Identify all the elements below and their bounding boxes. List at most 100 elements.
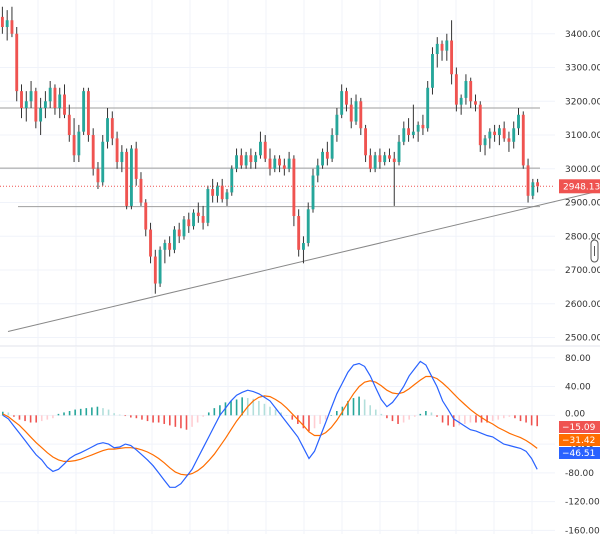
candle-body bbox=[273, 158, 277, 169]
macd-histogram-bar bbox=[252, 398, 255, 416]
macd-histogram-bar bbox=[141, 415, 143, 420]
candle-body bbox=[58, 94, 62, 109]
candle-body bbox=[53, 87, 57, 109]
macd-histogram-bar bbox=[207, 412, 210, 416]
last-price-badge-bg bbox=[559, 179, 600, 194]
macd-histogram-bar bbox=[191, 415, 193, 427]
candle-body bbox=[364, 128, 368, 156]
macd-value-badges: −15.09 −31.42 −46.51 bbox=[559, 421, 600, 459]
macd-histogram-bar bbox=[413, 415, 416, 417]
macd-histogram-bar bbox=[519, 415, 522, 422]
macd-histogram-bar bbox=[464, 415, 466, 424]
macd-histogram-bar bbox=[391, 415, 394, 422]
macd-histogram-bar bbox=[130, 415, 132, 418]
candle-body bbox=[187, 219, 191, 227]
candle-body bbox=[325, 151, 329, 159]
candle-body bbox=[536, 182, 540, 187]
macd-histogram-bar bbox=[157, 415, 160, 423]
scale-handle[interactable] bbox=[590, 239, 599, 263]
macd-histogram-bar bbox=[79, 408, 82, 416]
candle-body bbox=[77, 131, 81, 156]
candle-body bbox=[201, 216, 205, 223]
macd-histogram-bar bbox=[469, 415, 472, 423]
candle-body bbox=[445, 40, 449, 51]
candle-body bbox=[168, 243, 172, 250]
candle-body bbox=[426, 87, 430, 129]
candle-body bbox=[373, 155, 377, 169]
candle-body bbox=[91, 135, 95, 169]
macd-histogram-bar bbox=[185, 415, 188, 430]
macd-tick-label: -120.00 bbox=[565, 498, 600, 508]
candle-body bbox=[421, 124, 425, 129]
macd-histogram-bar bbox=[124, 415, 127, 417]
macd-tick-label: -160.00 bbox=[565, 526, 600, 534]
macd-histogram-bar bbox=[530, 415, 533, 426]
candle-body bbox=[497, 128, 501, 136]
macd-histogram-bar bbox=[336, 411, 338, 416]
candle-body bbox=[354, 101, 358, 122]
candle-body bbox=[0, 16, 4, 28]
candle-body bbox=[478, 104, 482, 146]
candle-body bbox=[216, 185, 219, 196]
candle-body bbox=[225, 192, 229, 200]
candle-body bbox=[392, 158, 396, 163]
macd-histogram-bar bbox=[196, 415, 199, 423]
macd-histogram-bar bbox=[436, 415, 438, 417]
candle-body bbox=[402, 128, 406, 142]
macd-histogram-bar bbox=[241, 397, 243, 416]
macd-histogram-bar bbox=[91, 407, 93, 416]
candle-body bbox=[43, 101, 47, 109]
macd-histogram-bar bbox=[380, 413, 383, 416]
candle-body bbox=[282, 165, 286, 169]
candle-body bbox=[450, 40, 454, 75]
macd-histogram-bar bbox=[402, 415, 405, 423]
macd-histogram-bar bbox=[274, 409, 277, 416]
candle-body bbox=[383, 155, 387, 163]
macd-value-badge-bg bbox=[559, 447, 600, 459]
candle-body bbox=[244, 155, 248, 166]
macd-histogram-bar bbox=[263, 403, 266, 416]
candles bbox=[0, 6, 540, 294]
candle-body bbox=[196, 212, 200, 217]
candle-body bbox=[110, 118, 114, 139]
candle-body bbox=[512, 128, 516, 142]
candle-body bbox=[330, 135, 334, 159]
candle-body bbox=[502, 128, 506, 139]
macd-histogram-bar bbox=[308, 415, 310, 432]
macd-histogram-bar bbox=[358, 396, 360, 416]
macd-histogram-bar bbox=[536, 415, 539, 427]
candle-body bbox=[316, 165, 320, 176]
candle-body bbox=[407, 128, 411, 136]
macd-histogram-bar bbox=[7, 412, 10, 416]
candle-body bbox=[115, 138, 119, 163]
candle-body bbox=[464, 81, 468, 98]
price-axis-ticks: 3400.00 3300.00 3200.00 3100.00 3000.00 2900.… bbox=[565, 30, 600, 344]
price-tick-label: 3300.00 bbox=[565, 64, 600, 74]
candle-body bbox=[411, 131, 415, 136]
macd-histogram-bar bbox=[369, 405, 372, 416]
candle-body bbox=[483, 138, 487, 146]
macd-histogram-bar bbox=[408, 415, 410, 420]
price-tick-label: 3400.00 bbox=[565, 30, 600, 40]
last-price-badge: 2948.13 bbox=[559, 179, 600, 194]
macd-histogram-bar bbox=[202, 415, 204, 417]
signal-line bbox=[2, 375, 538, 476]
macd-histogram-bar bbox=[258, 400, 260, 416]
candle-body bbox=[517, 114, 520, 129]
macd-histogram bbox=[1, 396, 539, 432]
candle-body bbox=[378, 155, 382, 163]
candle-body bbox=[254, 155, 258, 163]
candle-body bbox=[249, 155, 253, 163]
macd-grid bbox=[0, 347, 555, 534]
candle-body bbox=[10, 20, 14, 34]
candle-body bbox=[39, 108, 43, 122]
candle-body bbox=[192, 212, 195, 227]
macd-histogram-bar bbox=[497, 415, 500, 420]
macd-histogram-bar bbox=[486, 415, 488, 423]
candle-body bbox=[278, 158, 281, 166]
macd-histogram-bar bbox=[475, 415, 477, 423]
candle-body bbox=[86, 91, 90, 136]
macd-histogram-bar bbox=[235, 399, 238, 416]
macd-tick-label: 0.00 bbox=[565, 409, 585, 419]
